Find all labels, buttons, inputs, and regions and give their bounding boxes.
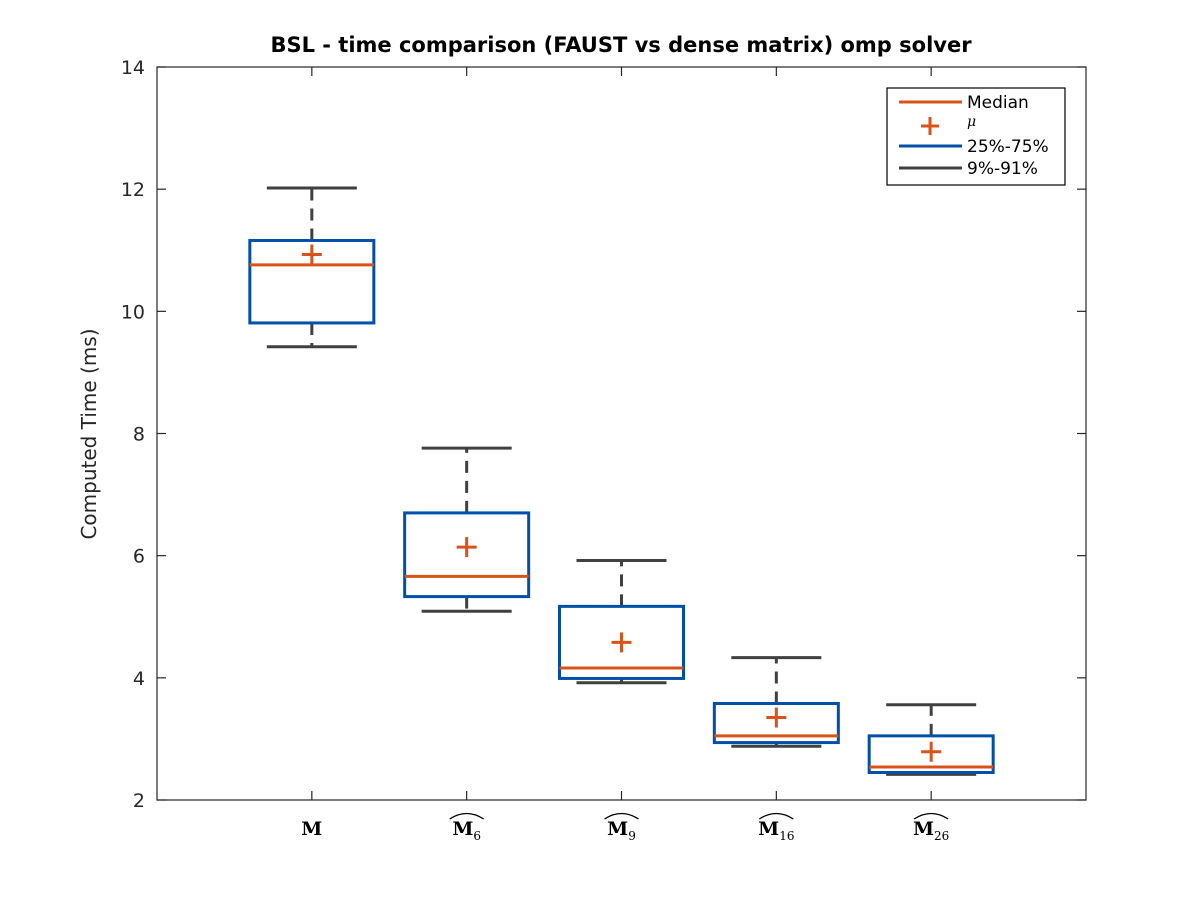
- x-tick-label-hat: [758, 812, 794, 820]
- y-tick-label: 6: [133, 546, 145, 568]
- box-group: [558, 559, 685, 685]
- legend-label: 9%-91%: [967, 159, 1038, 179]
- y-tick-label: 4: [133, 668, 145, 690]
- iqr-box: [867, 734, 995, 775]
- x-tick-label: M6: [452, 818, 481, 843]
- plot-area: 2 4 6 8 10 12 14 M M6 M9 M16 M26: [121, 57, 1087, 843]
- box-group: [248, 186, 376, 349]
- iqr-box: [712, 701, 840, 745]
- x-tick-label: M26: [913, 818, 949, 843]
- iqr-box: [558, 604, 685, 680]
- box-group: [867, 703, 995, 776]
- legend-label: 25%-75%: [967, 137, 1049, 157]
- y-tick-label: 2: [133, 790, 145, 812]
- legend-label: μ: [967, 114, 976, 130]
- x-tick-label-hat: [604, 812, 639, 820]
- x-tick-label-hat: [913, 812, 949, 820]
- chart-title: BSL - time comparison (FAUST vs dense ma…: [270, 33, 972, 57]
- y-axis-label: Computed Time (ms): [77, 328, 101, 539]
- x-tick-label: M16: [758, 818, 794, 843]
- x-tick-label: M9: [607, 818, 636, 843]
- box-group: [712, 656, 840, 748]
- y-tick-label: 8: [133, 424, 145, 446]
- iqr-box: [403, 511, 531, 599]
- legend-label: Median: [967, 93, 1029, 113]
- x-tick-label-hat: [449, 812, 485, 820]
- box-group: [403, 446, 531, 613]
- y-tick-label: 12: [121, 179, 145, 201]
- x-tick-label: M: [301, 818, 322, 840]
- y-tick-label: 14: [121, 57, 145, 79]
- y-tick-label: 10: [121, 301, 145, 323]
- iqr-box: [248, 238, 376, 325]
